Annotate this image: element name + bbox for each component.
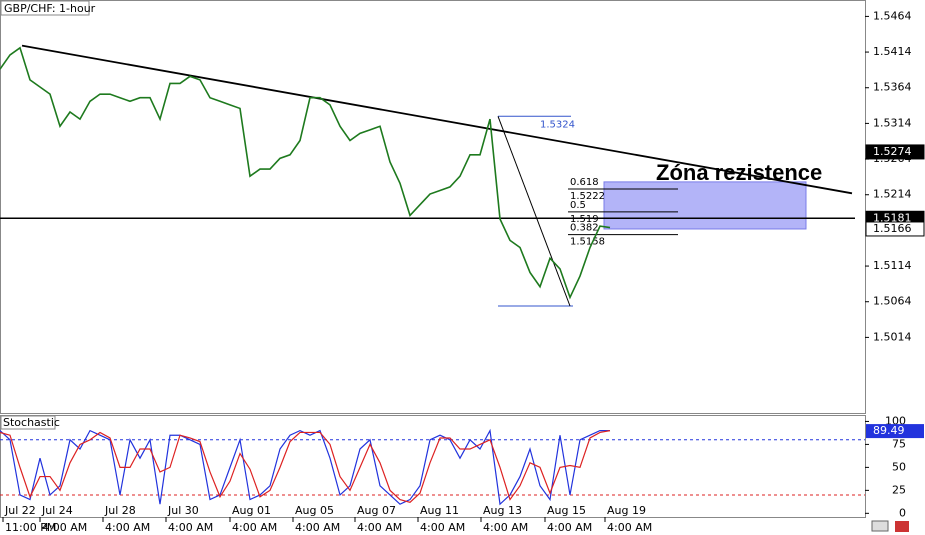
x-tick-label: Aug 01 <box>232 504 271 517</box>
indicator-box <box>0 415 56 430</box>
price-marker-label: 1.5166 <box>873 222 912 235</box>
fib-ratio: 0.618 <box>570 177 599 188</box>
indicator-marker <box>866 424 924 439</box>
x-tick-label: Jul 24 <box>41 504 73 517</box>
x-tick-time: 4:00 AM <box>483 521 528 534</box>
indicator-marker-label: 89.49 <box>873 424 905 437</box>
fib-value: 1.5222 <box>570 191 605 202</box>
x-tick-time: 4:00 AM <box>607 521 652 534</box>
y-tick-label: 1.5114 <box>873 259 912 272</box>
scroll-button[interactable] <box>871 520 889 532</box>
series-line <box>0 46 611 300</box>
x-tick-label: Aug 05 <box>295 504 334 517</box>
fib-ratio: 0.5 <box>570 200 586 211</box>
fib-high-label: 1.5324 <box>540 119 575 130</box>
x-tick-label: Aug 19 <box>607 504 646 517</box>
fib-swing <box>497 116 571 307</box>
x-tick-label: Jul 28 <box>104 504 136 517</box>
y-tick-label: 1.5064 <box>873 295 912 308</box>
x-tick-time: 4:00 AM <box>547 521 592 534</box>
price-panel <box>0 0 866 414</box>
fib-value: 1.5158 <box>570 237 605 248</box>
x-tick-label: Jul 22 <box>4 504 36 517</box>
price-marker <box>865 144 925 160</box>
x-tick-label: Aug 13 <box>483 504 522 517</box>
fib-value: 1.519 <box>570 214 599 225</box>
indicator-title: Stochastic <box>3 416 60 429</box>
x-tick-time: 11:00 PM <box>5 521 56 534</box>
series-line <box>0 430 611 503</box>
y-tick-label: 1.5014 <box>873 330 912 343</box>
x-tick-time: 4:00 AM <box>357 521 402 534</box>
close-button[interactable] <box>895 521 909 532</box>
trendline <box>21 44 853 195</box>
chart-title: GBP/CHF: 1-hour <box>4 2 96 15</box>
price-marker-label: 1.5274 <box>873 145 912 158</box>
y-tick-label: 1.5414 <box>873 45 912 58</box>
x-tick-label: Aug 07 <box>357 504 396 517</box>
x-tick-label: Aug 15 <box>547 504 586 517</box>
y-tick-label: 1.5214 <box>873 188 912 201</box>
y-tick-label: 25 <box>892 483 906 496</box>
stochastic-panel <box>0 415 866 518</box>
y-tick-label: 75 <box>892 437 906 450</box>
y-tick-label: 1.5464 <box>873 9 912 22</box>
title-box <box>0 0 90 16</box>
price-marker-label: 1.5181 <box>873 211 912 224</box>
x-tick-label: Aug 11 <box>420 504 459 517</box>
y-tick-label: 50 <box>892 460 906 473</box>
resistance-zone <box>603 181 807 230</box>
y-tick-label: 1.5364 <box>873 81 912 94</box>
x-tick-time: 4:00 AM <box>42 521 87 534</box>
x-tick-time: 4:00 AM <box>168 521 213 534</box>
price-marker <box>865 221 925 237</box>
x-tick-time: 4:00 AM <box>295 521 340 534</box>
x-tick-label: Jul 30 <box>167 504 199 517</box>
x-tick-time: 4:00 AM <box>232 521 277 534</box>
x-tick-time: 4:00 AM <box>420 521 465 534</box>
y-tick-label: 1.5314 <box>873 116 912 129</box>
y-tick-label: 0 <box>899 506 906 519</box>
fib-ratio: 0.382 <box>570 223 599 234</box>
x-tick-time: 4:00 AM <box>105 521 150 534</box>
